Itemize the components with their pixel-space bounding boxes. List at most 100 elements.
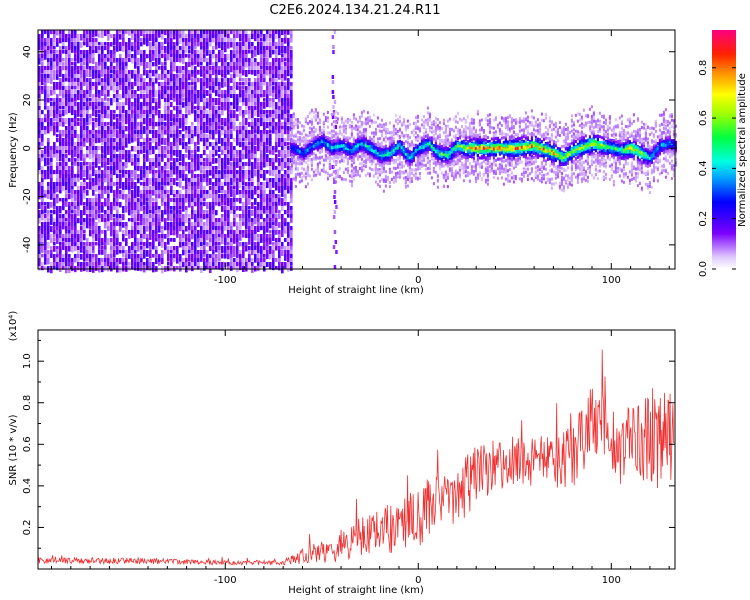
noise-cell <box>221 42 224 46</box>
noise-cell <box>257 238 260 244</box>
noise-cell <box>65 174 68 181</box>
noise-cell <box>167 194 170 202</box>
noise-cell <box>134 242 137 248</box>
signal-cell <box>316 167 319 170</box>
noise-cell <box>119 218 122 226</box>
noise-cell <box>59 38 62 44</box>
noise-cell <box>242 210 245 216</box>
signal-cell <box>306 182 309 186</box>
noise-cell <box>209 170 212 176</box>
signal-cell <box>310 108 313 112</box>
noise-cell <box>116 38 119 46</box>
noise-cell <box>182 134 185 140</box>
noise-cell <box>62 162 65 170</box>
noise-cell <box>68 82 71 89</box>
noise-cell <box>257 62 260 66</box>
noise-cell <box>206 222 209 229</box>
noise-cell <box>230 178 233 185</box>
noise-cell <box>212 186 215 192</box>
noise-cell <box>59 170 62 176</box>
noise-cell <box>68 90 71 95</box>
noise-cell <box>176 154 179 158</box>
noise-cell <box>257 66 260 73</box>
noise-cell <box>209 70 212 78</box>
noise-cell <box>113 126 116 130</box>
noise-cell <box>74 230 77 236</box>
noise-cell <box>74 234 77 242</box>
signal-cell <box>310 139 313 143</box>
noise-cell <box>47 214 50 218</box>
noise-cell <box>95 162 98 168</box>
noise-cell <box>56 150 59 154</box>
noise-cell <box>80 198 83 206</box>
noise-cell <box>269 54 272 58</box>
noise-cell <box>68 122 71 129</box>
noise-cell <box>230 102 233 106</box>
noise-cell <box>248 134 251 141</box>
noise-cell <box>98 158 101 164</box>
noise-cell <box>137 62 140 66</box>
noise-cell <box>101 106 104 112</box>
noise-cell <box>149 146 152 152</box>
noise-cell <box>233 202 236 208</box>
noise-cell <box>83 222 86 228</box>
noise-cell <box>107 102 110 110</box>
noise-cell <box>98 250 101 255</box>
noise-cell <box>68 166 71 172</box>
noise-cell <box>287 70 290 77</box>
noise-cell <box>89 34 92 39</box>
noise-cell <box>50 102 53 108</box>
noise-cell <box>77 150 80 156</box>
noise-cell <box>104 90 107 94</box>
noise-cell <box>38 110 41 115</box>
noise-cell <box>95 118 98 125</box>
noise-cell <box>44 222 47 227</box>
noise-cell <box>146 262 149 268</box>
noise-cell <box>212 38 215 43</box>
noise-cell <box>269 222 272 229</box>
noise-cell <box>119 150 122 155</box>
noise-cell <box>218 146 221 152</box>
noise-cell <box>158 238 161 246</box>
noise-cell <box>149 190 152 197</box>
noise-cell <box>290 254 293 259</box>
noise-cell <box>266 178 269 184</box>
noise-cell <box>92 126 95 132</box>
noise-cell <box>50 78 53 85</box>
noise-cell <box>119 70 122 77</box>
noise-cell <box>278 70 281 78</box>
noise-cell <box>242 150 245 157</box>
signal-cell <box>296 119 299 123</box>
noise-cell <box>167 38 170 45</box>
noise-cell <box>239 154 242 162</box>
noise-cell <box>149 166 152 173</box>
noise-cell <box>164 82 167 86</box>
noise-cell <box>143 186 146 193</box>
noise-cell <box>182 170 185 175</box>
noise-cell <box>122 134 125 140</box>
noise-cell <box>266 222 269 229</box>
noise-cell <box>98 226 101 233</box>
noise-cell <box>71 162 74 166</box>
noise-cell <box>113 38 116 44</box>
noise-cell <box>89 186 92 190</box>
noise-cell <box>50 90 53 96</box>
noise-cell <box>185 66 188 73</box>
noise-cell <box>242 70 245 76</box>
noise-cell <box>179 178 182 183</box>
noise-cell <box>134 238 137 245</box>
signal-cell <box>318 125 321 129</box>
signal-cell <box>316 139 319 143</box>
noise-cell <box>269 142 272 149</box>
noise-cell <box>98 154 101 161</box>
noise-cell <box>164 122 167 127</box>
noise-cell <box>128 138 131 144</box>
noise-cell <box>260 262 263 268</box>
noise-cell <box>116 230 119 238</box>
noise-cell <box>101 146 104 153</box>
noise-cell <box>155 50 158 56</box>
noise-cell <box>47 70 50 75</box>
noise-cell <box>146 30 149 35</box>
noise-cell <box>227 226 230 233</box>
noise-cell <box>272 122 275 127</box>
